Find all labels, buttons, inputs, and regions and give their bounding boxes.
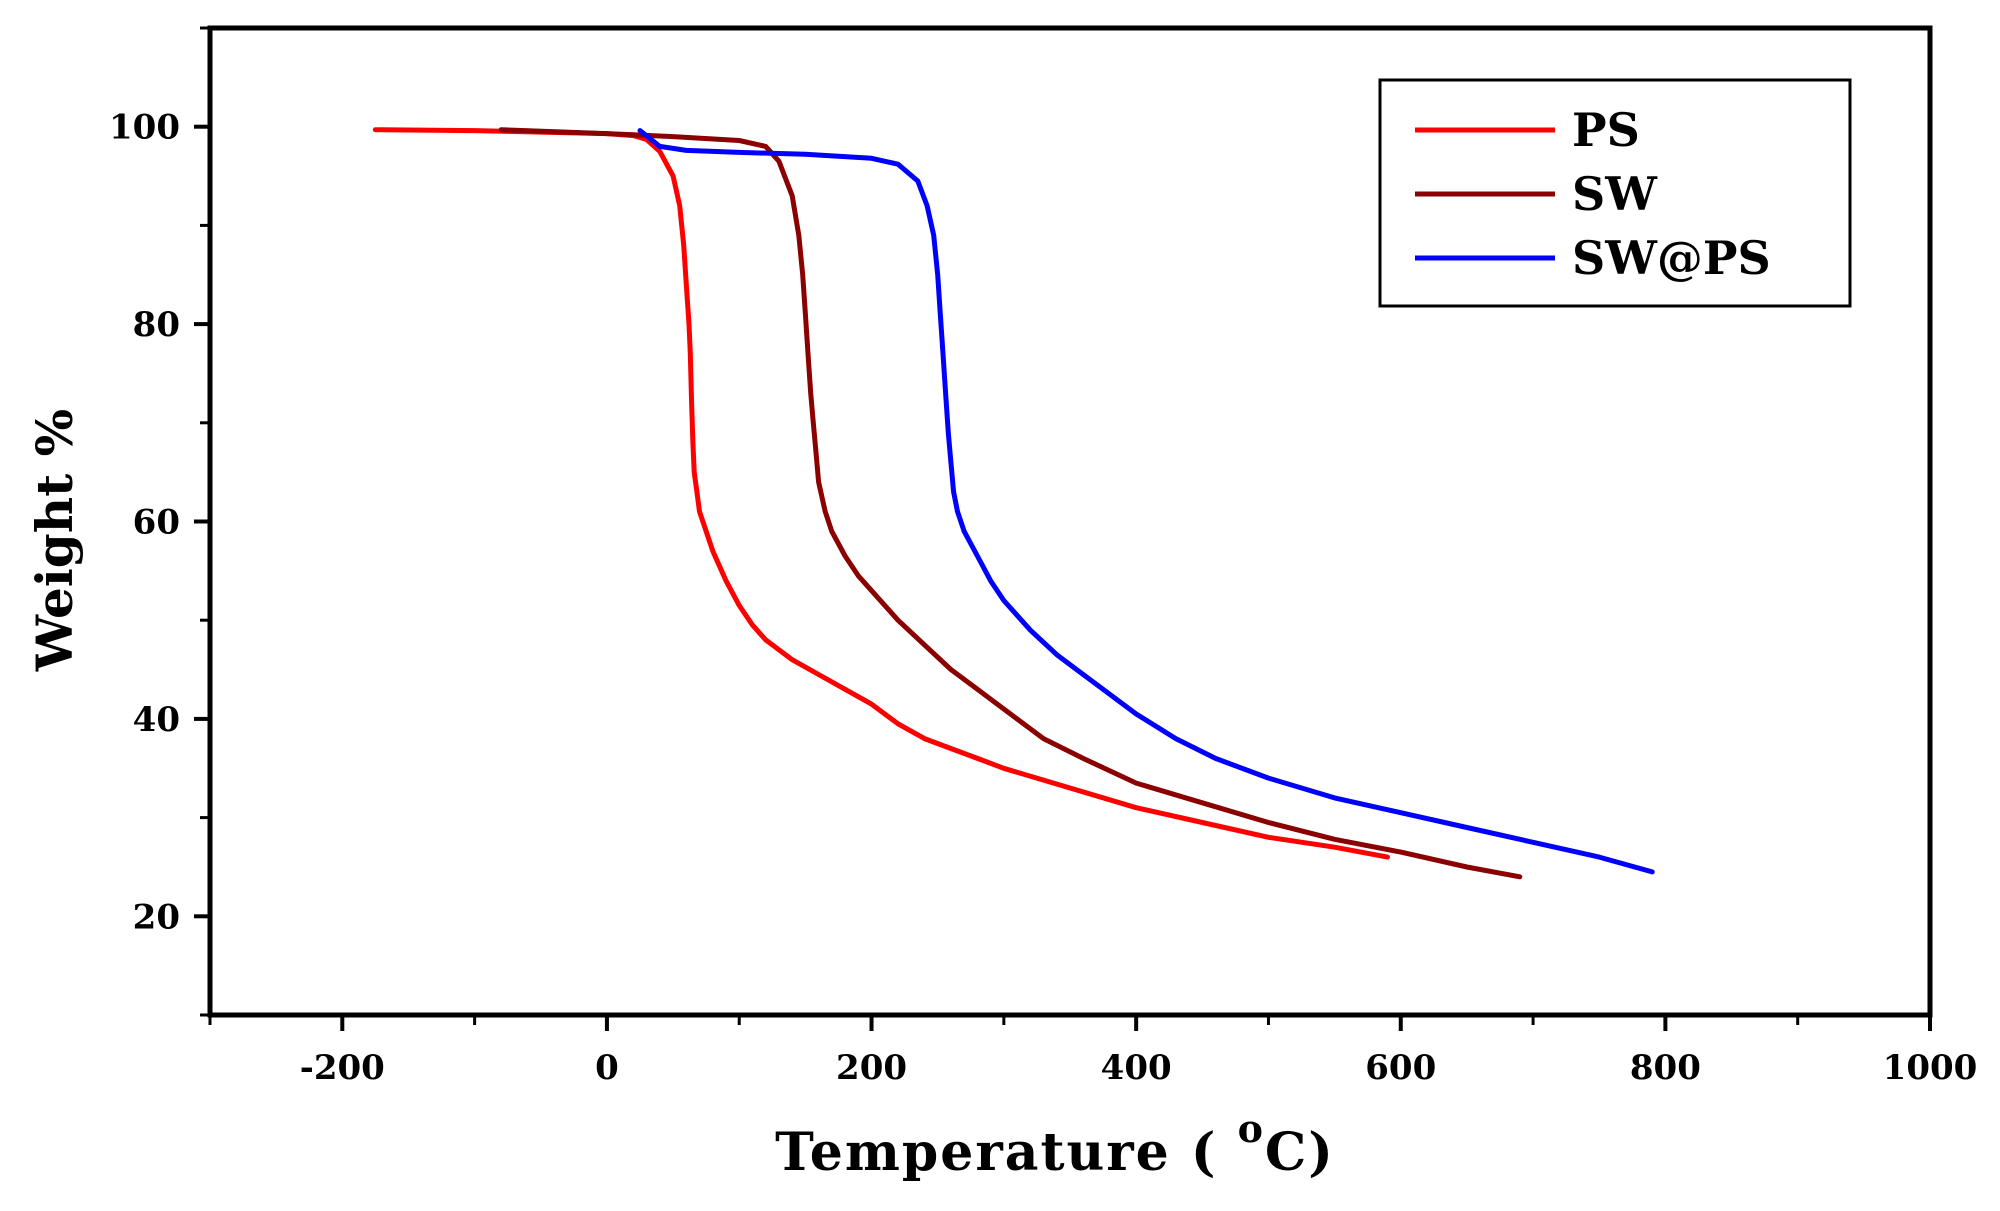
legend-label-sw: SW: [1572, 167, 1658, 221]
y-tick-label: 20: [133, 897, 180, 937]
x-tick-label: -200: [300, 1048, 385, 1088]
x-axis-title: Temperature ( oC): [775, 1106, 1335, 1183]
x-axis-title-superscript: o: [1238, 1106, 1265, 1151]
x-tick-label: 0: [595, 1048, 619, 1088]
series-line-sw-ps: [637, 128, 1655, 875]
x-tick-label: 400: [1101, 1048, 1172, 1088]
y-tick-label: 100: [109, 108, 180, 148]
x-axis: -200 0 200 400 600 800 1000: [208, 1015, 1978, 1088]
series-line-ps: [372, 127, 1390, 860]
y-tick-label: 40: [133, 700, 180, 740]
legend-label-ps: PS: [1572, 103, 1640, 157]
x-axis-title-text: Temperature (: [775, 1122, 1237, 1183]
x-tick-label: 800: [1630, 1048, 1701, 1088]
x-axis-title-unit: C): [1265, 1122, 1335, 1183]
x-tick-label: 1000: [1883, 1048, 1978, 1088]
y-tick-label: 80: [133, 305, 180, 345]
y-axis-title: Weight %: [25, 409, 84, 672]
y-axis: 20 40 60 80 100: [109, 26, 210, 1017]
x-tick-label: 200: [836, 1048, 907, 1088]
y-tick-label: 60: [133, 503, 180, 543]
series-layer: [372, 127, 1655, 880]
legend: PS SW SW@PS: [1378, 78, 1852, 308]
x-tick-label: 600: [1365, 1048, 1436, 1088]
legend-label-sw-ps: SW@PS: [1572, 231, 1771, 285]
series-line-sw: [498, 127, 1523, 880]
